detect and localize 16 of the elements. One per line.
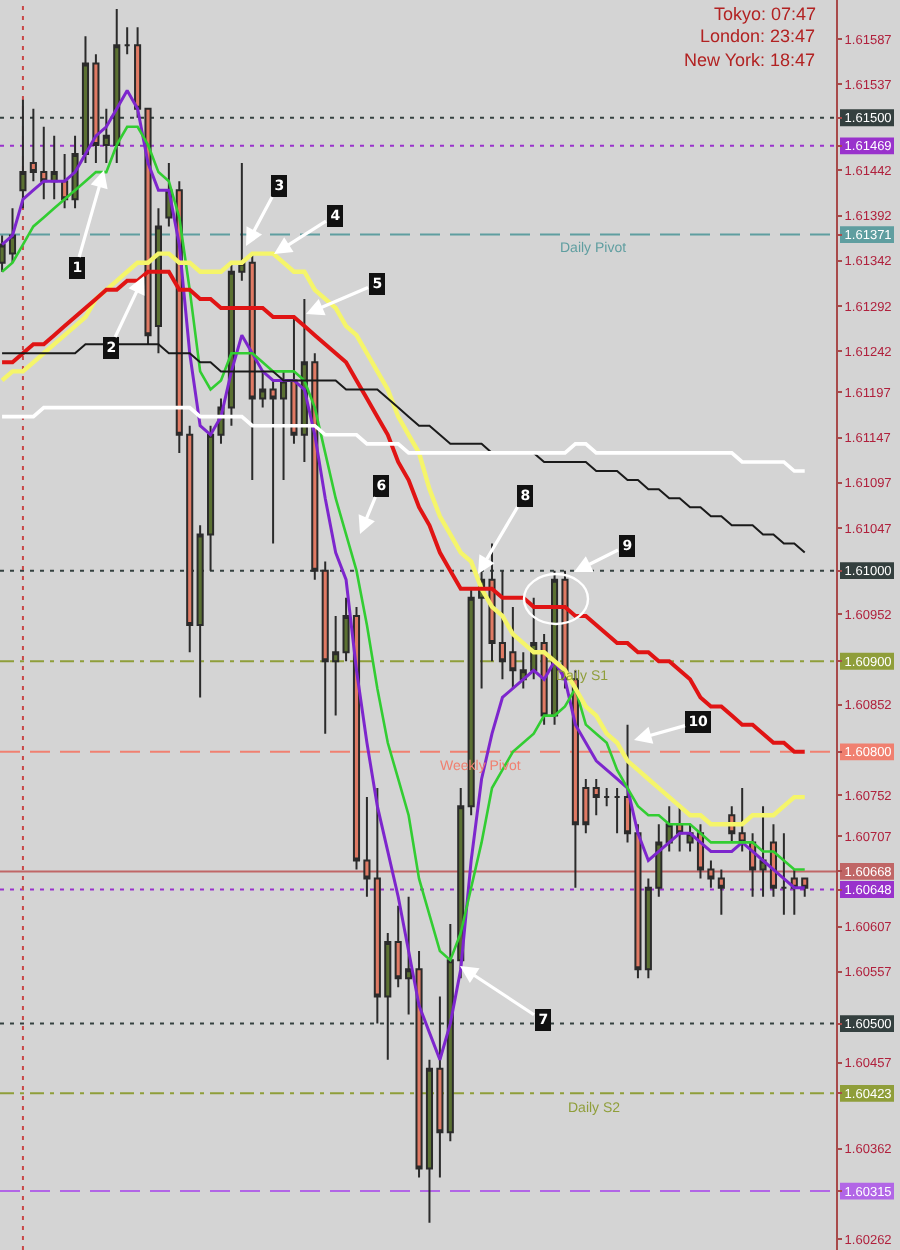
- candlestick: [717, 868, 725, 916]
- candlestick: [123, 26, 131, 56]
- candlestick: [8, 207, 17, 264]
- candlestick: [613, 787, 621, 835]
- candlestick: [592, 777, 600, 817]
- candlestick: [61, 152, 69, 210]
- annotation: New York: 18:47: [684, 50, 816, 70]
- candlestick: [603, 787, 611, 808]
- annotation: London: 23:47: [700, 26, 816, 46]
- candlestick: [19, 98, 27, 210]
- candlestick: [780, 832, 788, 916]
- line-series: [0, 405, 807, 473]
- candlestick: [738, 787, 746, 853]
- line-series: [0, 269, 807, 754]
- annotation: Tokyo: 07:47: [714, 4, 817, 24]
- candlestick: [50, 134, 58, 201]
